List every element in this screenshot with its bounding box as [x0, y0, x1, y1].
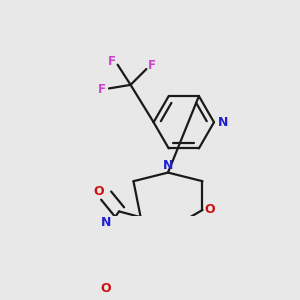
Text: N: N [101, 216, 111, 229]
Text: N: N [218, 116, 228, 129]
Text: F: F [148, 59, 156, 72]
Text: F: F [98, 83, 106, 96]
Text: N: N [163, 159, 173, 172]
Text: O: O [101, 282, 111, 295]
Text: F: F [108, 55, 116, 68]
Text: O: O [204, 203, 215, 217]
Text: O: O [94, 185, 104, 199]
